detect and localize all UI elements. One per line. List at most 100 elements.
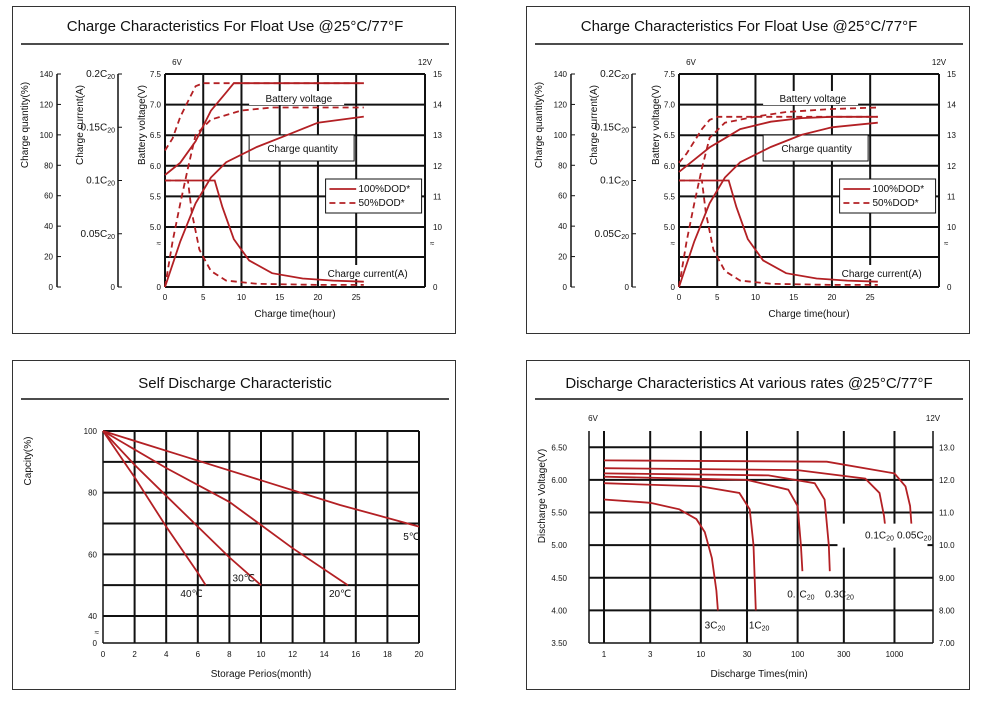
x-axis-label: Charge time(hour) [768, 309, 849, 320]
chart-panel-float-right: Charge Characteristics For Float Use @25… [526, 6, 970, 334]
chart-title: Self Discharge Characteristic [138, 375, 332, 392]
x-tick-label: 1000 [886, 650, 904, 659]
voltage-6v-tick: 6.0 [664, 162, 676, 171]
x-tick-label: 4 [164, 650, 169, 659]
x-tick-label: 0 [677, 293, 682, 302]
voltage-12v-tick: 14 [433, 101, 442, 110]
series-label: 3C20 [705, 621, 726, 633]
x-axis-label: Storage Perios(month) [211, 669, 312, 680]
series-label: 40℃ [180, 589, 202, 600]
quantity-tick-label: 0 [563, 283, 568, 292]
voltage-6v-label: 6V [588, 414, 598, 423]
x-tick-label: 18 [383, 650, 392, 659]
chart-title: Charge Characteristics For Float Use @25… [67, 18, 404, 35]
voltage-12v-tick: 11 [947, 192, 956, 201]
x-tick-label: 25 [866, 293, 875, 302]
series-voltage-line [164, 82, 364, 151]
series-label: 5℃ [403, 532, 420, 543]
x-tick-label: 30 [743, 650, 752, 659]
current-tick-label: 0.1C20 [86, 176, 115, 188]
charge-current-label: Charge current(A) [328, 269, 408, 280]
voltage-12v-tick: 13 [433, 131, 442, 140]
voltage-12v-tick: 12 [947, 162, 956, 171]
y-axis-label: Battery voltage(V) [651, 85, 662, 165]
legend-label-half: 50%DOD* [872, 198, 918, 209]
voltage-6v-tick: 5.50 [551, 509, 567, 518]
current-tick-label: 0.05C20 [595, 229, 630, 241]
series-label: 20℃ [329, 589, 351, 600]
y-axis-label: Charge quantity(%) [534, 82, 545, 168]
y-axis-label: Discharge Voltage(V) [537, 449, 548, 544]
series-quantity-line [164, 115, 364, 288]
voltage-12v-tick: 13 [947, 131, 956, 140]
legend-label-full: 100%DOD* [358, 184, 410, 195]
series-line [603, 459, 913, 526]
discharge-rates-chart: Discharge Characteristics At various rat… [535, 375, 963, 680]
voltage-12v-tick: 15 [433, 70, 442, 79]
voltage-12v-tick: 7.00 [939, 639, 955, 648]
quantity-tick-label: 40 [558, 222, 567, 231]
voltage-12v-tick: 10.0 [939, 541, 955, 550]
series-line [603, 482, 757, 611]
voltage-6v-tick: 6.5 [150, 131, 162, 140]
series-current-line [679, 179, 878, 283]
quantity-tick-label: 0 [49, 283, 54, 292]
y-tick-label: 100 [84, 427, 98, 436]
voltage-6v-tick: 6.5 [664, 131, 676, 140]
voltage-6v-tick: 7.0 [150, 101, 162, 110]
x-tick-label: 16 [351, 650, 360, 659]
y-tick-label: 0 [93, 639, 98, 648]
series-label: 0. C20 [787, 589, 814, 601]
quantity-tick-label: 80 [44, 161, 53, 170]
chart-panel-float-left: Charge Characteristics For Float Use @25… [12, 6, 456, 334]
voltage-6v-tick: 6.00 [551, 476, 567, 485]
y-tick-label: 40 [88, 612, 97, 621]
legend-label-half: 50%DOD* [358, 198, 404, 209]
voltage-12v-tick: 11.0 [939, 509, 955, 518]
axis-break-mark: ≈ [430, 239, 435, 248]
series-quantity-line [678, 121, 878, 288]
x-tick-label: 2 [132, 650, 137, 659]
voltage-12v-tick: 11 [433, 192, 442, 201]
x-tick-label: 10 [257, 650, 266, 659]
current-tick-label: 0.15C20 [595, 122, 630, 134]
x-tick-label: 20 [827, 293, 836, 302]
chart-panel-self-discharge: Self Discharge Characteristic Capcity(%)… [12, 360, 456, 690]
annotation-bg [321, 265, 417, 279]
series-line [102, 430, 262, 586]
series-current-line [165, 179, 364, 283]
current-tick-label: 0 [111, 283, 116, 292]
x-tick-label: 5 [201, 293, 206, 302]
x-tick-label: 1 [602, 650, 607, 659]
current-tick-label: 0.15C20 [81, 122, 116, 134]
voltage-12v-tick: 9.00 [939, 574, 955, 583]
voltage-12v-label: 12V [932, 58, 947, 67]
voltage-zero-tick: 0 [671, 283, 676, 292]
voltage-6v-tick: 4.50 [551, 574, 567, 583]
float-left-chart: Charge Characteristics For Float Use @25… [20, 18, 449, 320]
voltage-6v-label: 6V [686, 58, 696, 67]
chart-title: Charge Characteristics For Float Use @25… [581, 18, 918, 35]
x-tick-label: 0 [101, 650, 106, 659]
axis-break-mark: ≈ [944, 239, 949, 248]
voltage-6v-tick: 7.5 [150, 70, 162, 79]
y-tick-label: 80 [88, 489, 97, 498]
annotation-bg [835, 265, 931, 279]
axis-break-mark: ≈ [157, 239, 162, 248]
series-line [102, 430, 349, 586]
x-tick-label: 10 [751, 293, 760, 302]
x-axis-label: Discharge Times(min) [710, 669, 807, 680]
series-line [603, 475, 804, 572]
series-current-line [679, 179, 878, 286]
voltage-12v-label: 12V [418, 58, 433, 67]
axis-break-mark: ≈ [671, 239, 676, 248]
chart-title: Discharge Characteristics At various rat… [565, 375, 932, 392]
float-right-chart: Charge Characteristics For Float Use @25… [534, 18, 963, 320]
annotation-bg [763, 91, 859, 105]
series-voltage-line [678, 115, 878, 164]
voltage-12v-tick: 10 [947, 223, 956, 232]
battery-voltage-label: Battery voltage [779, 94, 846, 105]
x-tick-label: 25 [352, 293, 361, 302]
voltage-12v-tick: 12.0 [939, 476, 955, 485]
voltage-6v-tick: 5.5 [150, 192, 162, 201]
